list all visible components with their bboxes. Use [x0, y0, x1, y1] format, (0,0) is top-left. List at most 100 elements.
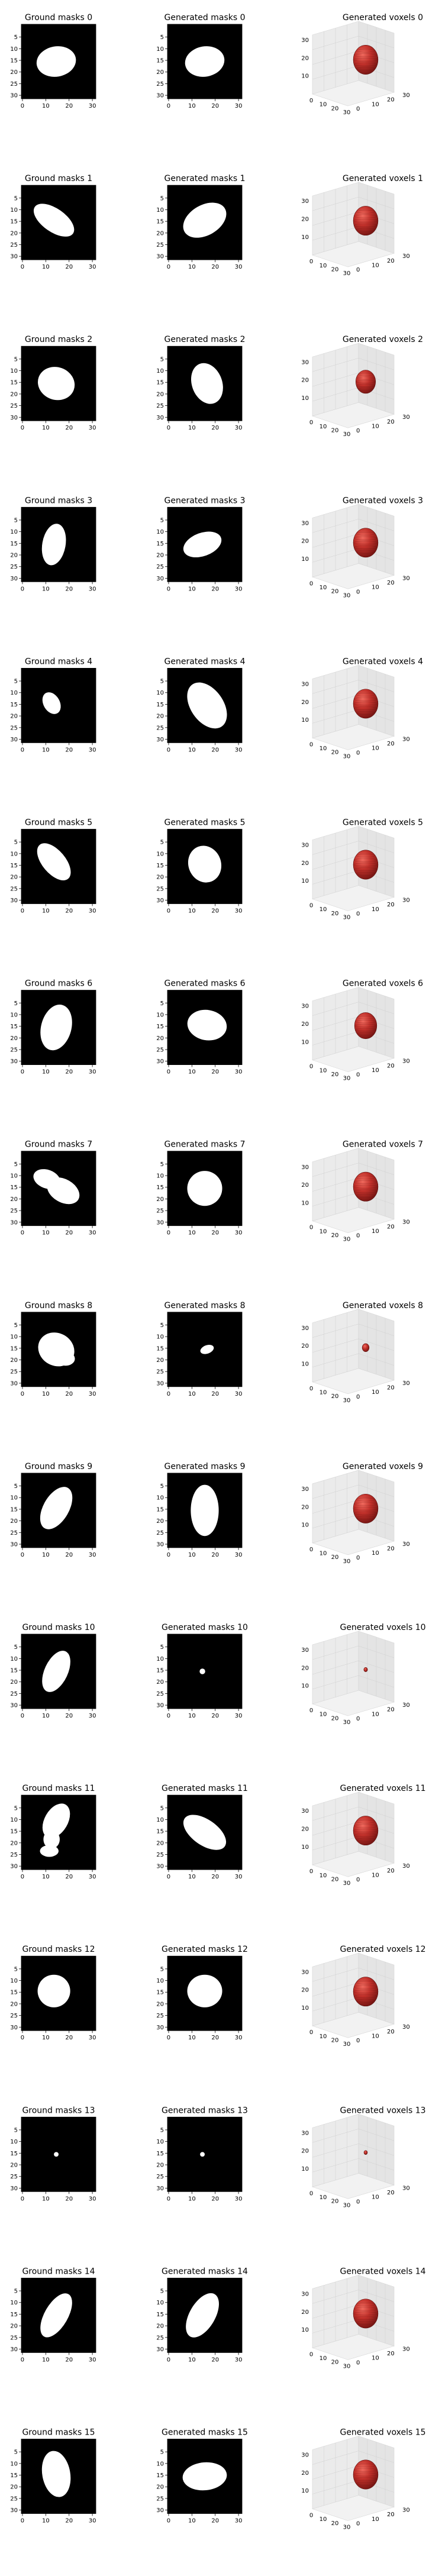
voxel-panel: Generated voxels 7 10 20 30 0 10 20 30 0 10 20 30 — [301, 1140, 423, 1243]
panel-title: Generated voxels 13 — [340, 2106, 425, 2115]
y-tick-label: 0 — [356, 1233, 360, 1239]
y-tick-label: 15 — [156, 1990, 164, 1996]
x-tick-label: 0 — [309, 259, 313, 265]
x-tick-label: 20 — [211, 2518, 219, 2525]
y-tick-label: 5 — [160, 840, 164, 846]
y-tick-label: 15 — [10, 863, 18, 869]
x-tick-label: 10 — [42, 1391, 50, 1397]
x-tick-label: 0 — [309, 2190, 313, 2197]
y-tick-label: 15 — [156, 219, 164, 225]
mask-blob — [40, 1004, 72, 1051]
x-tick-label: 20 — [65, 586, 73, 592]
y-tick-label: 30 — [402, 2185, 410, 2191]
generated-mask-panel: Generated masks 10 0 10 20 30 5 10 15 20 25 30 — [156, 1623, 248, 1719]
y-tick-label: 20 — [387, 2029, 395, 2035]
axes-frame — [167, 1955, 243, 2031]
y-tick-label: 15 — [10, 2151, 18, 2157]
voxel-gridline — [358, 2290, 395, 2302]
generated-mask-panel: Generated masks 7 0 10 20 30 5 10 15 20 25 30 — [156, 1140, 245, 1237]
x-tick-label: 20 — [211, 1552, 219, 1558]
y-tick-label: 10 — [10, 1173, 18, 1180]
y-tick-label: 10 — [10, 207, 18, 214]
voxel-mesh-line — [356, 872, 375, 876]
voxel-sphere — [353, 2299, 379, 2329]
generated-mask-panel: Generated masks 4 0 10 20 30 5 10 15 20 25 30 — [156, 657, 245, 753]
voxel-mesh-line — [354, 223, 378, 227]
y-tick-label: 25 — [10, 1208, 18, 1215]
x-tick-label: 0 — [309, 98, 313, 104]
y-tick-label: 0 — [356, 1072, 360, 1079]
panel-row: Ground masks 130 10 20 3051015202530Generat… — [10, 2106, 425, 2209]
y-tick-label: 15 — [156, 1184, 164, 1191]
y-tick-label: 15 — [156, 1506, 164, 1513]
y-tick-label: 30 — [402, 575, 410, 582]
y-tick-label: 0 — [356, 428, 360, 434]
y-tick-label: 10 — [10, 46, 18, 53]
x-tick-label: 30 — [235, 2518, 243, 2525]
x-tick-label: 10 — [42, 2518, 50, 2525]
x-tick-label: 10 — [320, 1228, 327, 1235]
y-tick-label: 30 — [10, 898, 18, 904]
y-tick-label: 10 — [156, 46, 164, 53]
voxel-gridline — [312, 1821, 359, 1836]
y-tick-label: 25 — [156, 2174, 164, 2180]
x-tick-label: 10 — [320, 2033, 327, 2040]
voxel-mesh-line — [354, 214, 378, 218]
generated-mask-panel: Generated masks 2 0 10 20 30 5 10 15 20 25 30 — [156, 335, 245, 431]
y-tick-label: 30 — [156, 93, 164, 99]
y-tick-label: 20 — [10, 69, 18, 76]
y-tick-label: 25 — [156, 242, 164, 248]
x-tick-label: 0 — [21, 1874, 24, 1880]
y-tick-label: 15 — [10, 2312, 18, 2318]
x-tick-label: 30 — [343, 2041, 351, 2048]
x-tick-label: 10 — [42, 1230, 50, 1237]
y-tick-label: 10 — [10, 2300, 18, 2306]
x-tick-label: 20 — [211, 2357, 219, 2363]
x-tick-label: 30 — [343, 1719, 351, 1726]
x-tick-label: 10 — [42, 1552, 50, 1558]
x-tick-label: 10 — [42, 264, 50, 270]
axes-frame — [167, 990, 243, 1065]
z-tick-label: 30 — [301, 37, 309, 44]
z-tick-label: 30 — [301, 1325, 309, 1332]
y-tick-label: 15 — [156, 2472, 164, 2479]
y-tick-label: 15 — [156, 1024, 164, 1030]
y-tick-label: 25 — [156, 1852, 164, 1858]
x-tick-label: 30 — [89, 1391, 96, 1397]
voxel-sphere — [353, 206, 379, 236]
y-tick-label: 20 — [10, 1196, 18, 1203]
axes-frame — [21, 829, 96, 904]
voxel-gridline — [358, 1002, 395, 1014]
y-tick-label: 0 — [356, 1716, 360, 1722]
x-tick-label: 0 — [167, 2035, 170, 2041]
axes-frame — [167, 2116, 243, 2192]
y-tick-label: 25 — [10, 2335, 18, 2341]
voxel-gridline — [312, 1163, 359, 1177]
x-tick-label: 20 — [331, 105, 339, 112]
y-tick-label: 25 — [156, 725, 164, 731]
axes-frame — [167, 1151, 243, 1226]
y-tick-label: 0 — [356, 750, 360, 756]
y-tick-label: 30 — [402, 1702, 410, 1709]
voxel-sphere — [353, 1493, 379, 1523]
voxel-gridline — [312, 1982, 359, 1997]
y-tick-label: 15 — [10, 1829, 18, 1835]
panel-title: Generated voxels 10 — [340, 1623, 425, 1632]
y-tick-label: 30 — [156, 415, 164, 421]
y-tick-label: 10 — [156, 2461, 164, 2467]
y-tick-label: 0 — [356, 106, 360, 112]
voxel-mesh-line — [356, 711, 375, 715]
y-tick-label: 20 — [156, 2323, 164, 2330]
y-tick-label: 5 — [160, 1644, 164, 1651]
panel-row: Ground masks 50 10 20 3051015202530Generate… — [10, 818, 423, 921]
x-tick-label: 0 — [167, 264, 170, 270]
x-tick-label: 10 — [320, 1389, 327, 1396]
x-tick-label: 10 — [320, 1873, 327, 1879]
y-tick-label: 30 — [10, 576, 18, 582]
generated-mask-panel: Generated masks 6 0 10 20 30 5 10 15 20 25 30 — [156, 979, 245, 1076]
x-tick-label: 10 — [320, 2355, 327, 2362]
z-tick-label: 30 — [301, 842, 309, 849]
z-tick-label: 10 — [301, 1200, 309, 1206]
y-tick-label: 30 — [402, 414, 410, 421]
y-tick-label: 10 — [10, 368, 18, 375]
